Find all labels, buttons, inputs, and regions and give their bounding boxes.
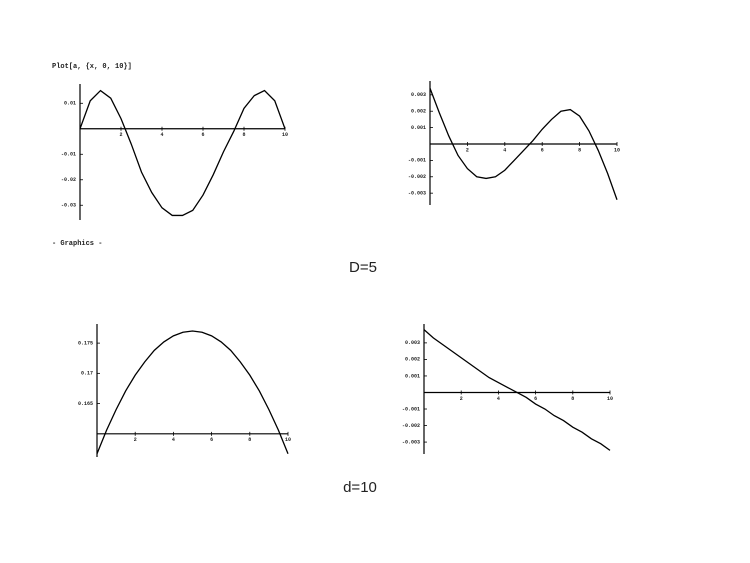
- x-tick-label: 10: [614, 147, 620, 153]
- x-tick-label: 6: [534, 396, 537, 402]
- x-tick-label: 10: [285, 437, 291, 443]
- y-tick-label: -0.01: [61, 152, 76, 158]
- x-tick-label: 6: [201, 132, 204, 138]
- y-tick-label: -0.001: [408, 158, 426, 164]
- y-tick-label: -0.003: [408, 190, 426, 196]
- curve: [423, 329, 611, 451]
- y-tick-label: 0.002: [411, 109, 426, 115]
- x-tick-label: 2: [134, 437, 137, 443]
- x-tick-label: 2: [466, 147, 469, 153]
- y-tick-label: -0.002: [402, 423, 420, 429]
- y-tick-label: 0.165: [78, 401, 93, 407]
- x-tick-label: 2: [119, 132, 122, 138]
- caption: d=10: [343, 479, 377, 496]
- y-tick-label: 0.175: [78, 340, 93, 346]
- x-tick-label: 8: [571, 396, 574, 402]
- curve: [79, 89, 286, 217]
- x-tick-label: 4: [503, 147, 506, 153]
- x-tick-label: 4: [497, 396, 500, 402]
- x-tick-label: 10: [607, 396, 613, 402]
- y-tick-label: -0.002: [408, 174, 426, 180]
- y-tick-label: 0.17: [81, 371, 93, 377]
- x-tick-label: 4: [172, 437, 175, 443]
- output-label: - Graphics -: [52, 240, 102, 248]
- y-tick-label: 0.003: [411, 92, 426, 98]
- x-tick-label: 6: [210, 437, 213, 443]
- caption: D=5: [349, 259, 377, 276]
- y-tick-label: -0.02: [61, 177, 76, 183]
- y-tick-label: 0.001: [405, 373, 420, 379]
- y-tick-label: 0.01: [64, 101, 76, 107]
- x-tick-label: 8: [578, 147, 581, 153]
- x-tick-label: 6: [541, 147, 544, 153]
- x-tick-label: 2: [460, 396, 463, 402]
- y-tick-label: 0.002: [405, 357, 420, 363]
- y-tick-label: -0.003: [402, 439, 420, 445]
- y-tick-label: -0.001: [402, 406, 420, 412]
- y-tick-label: 0.003: [405, 340, 420, 346]
- y-tick-label: 0.001: [411, 125, 426, 131]
- curve: [96, 330, 289, 455]
- curve: [429, 88, 618, 200]
- command: Plot[a, {x, 0, 10}]: [52, 63, 132, 71]
- x-tick-label: 8: [248, 437, 251, 443]
- y-tick-label: -0.03: [61, 203, 76, 209]
- x-tick-label: 4: [160, 132, 163, 138]
- x-tick-label: 10: [282, 132, 288, 138]
- x-tick-label: 8: [242, 132, 245, 138]
